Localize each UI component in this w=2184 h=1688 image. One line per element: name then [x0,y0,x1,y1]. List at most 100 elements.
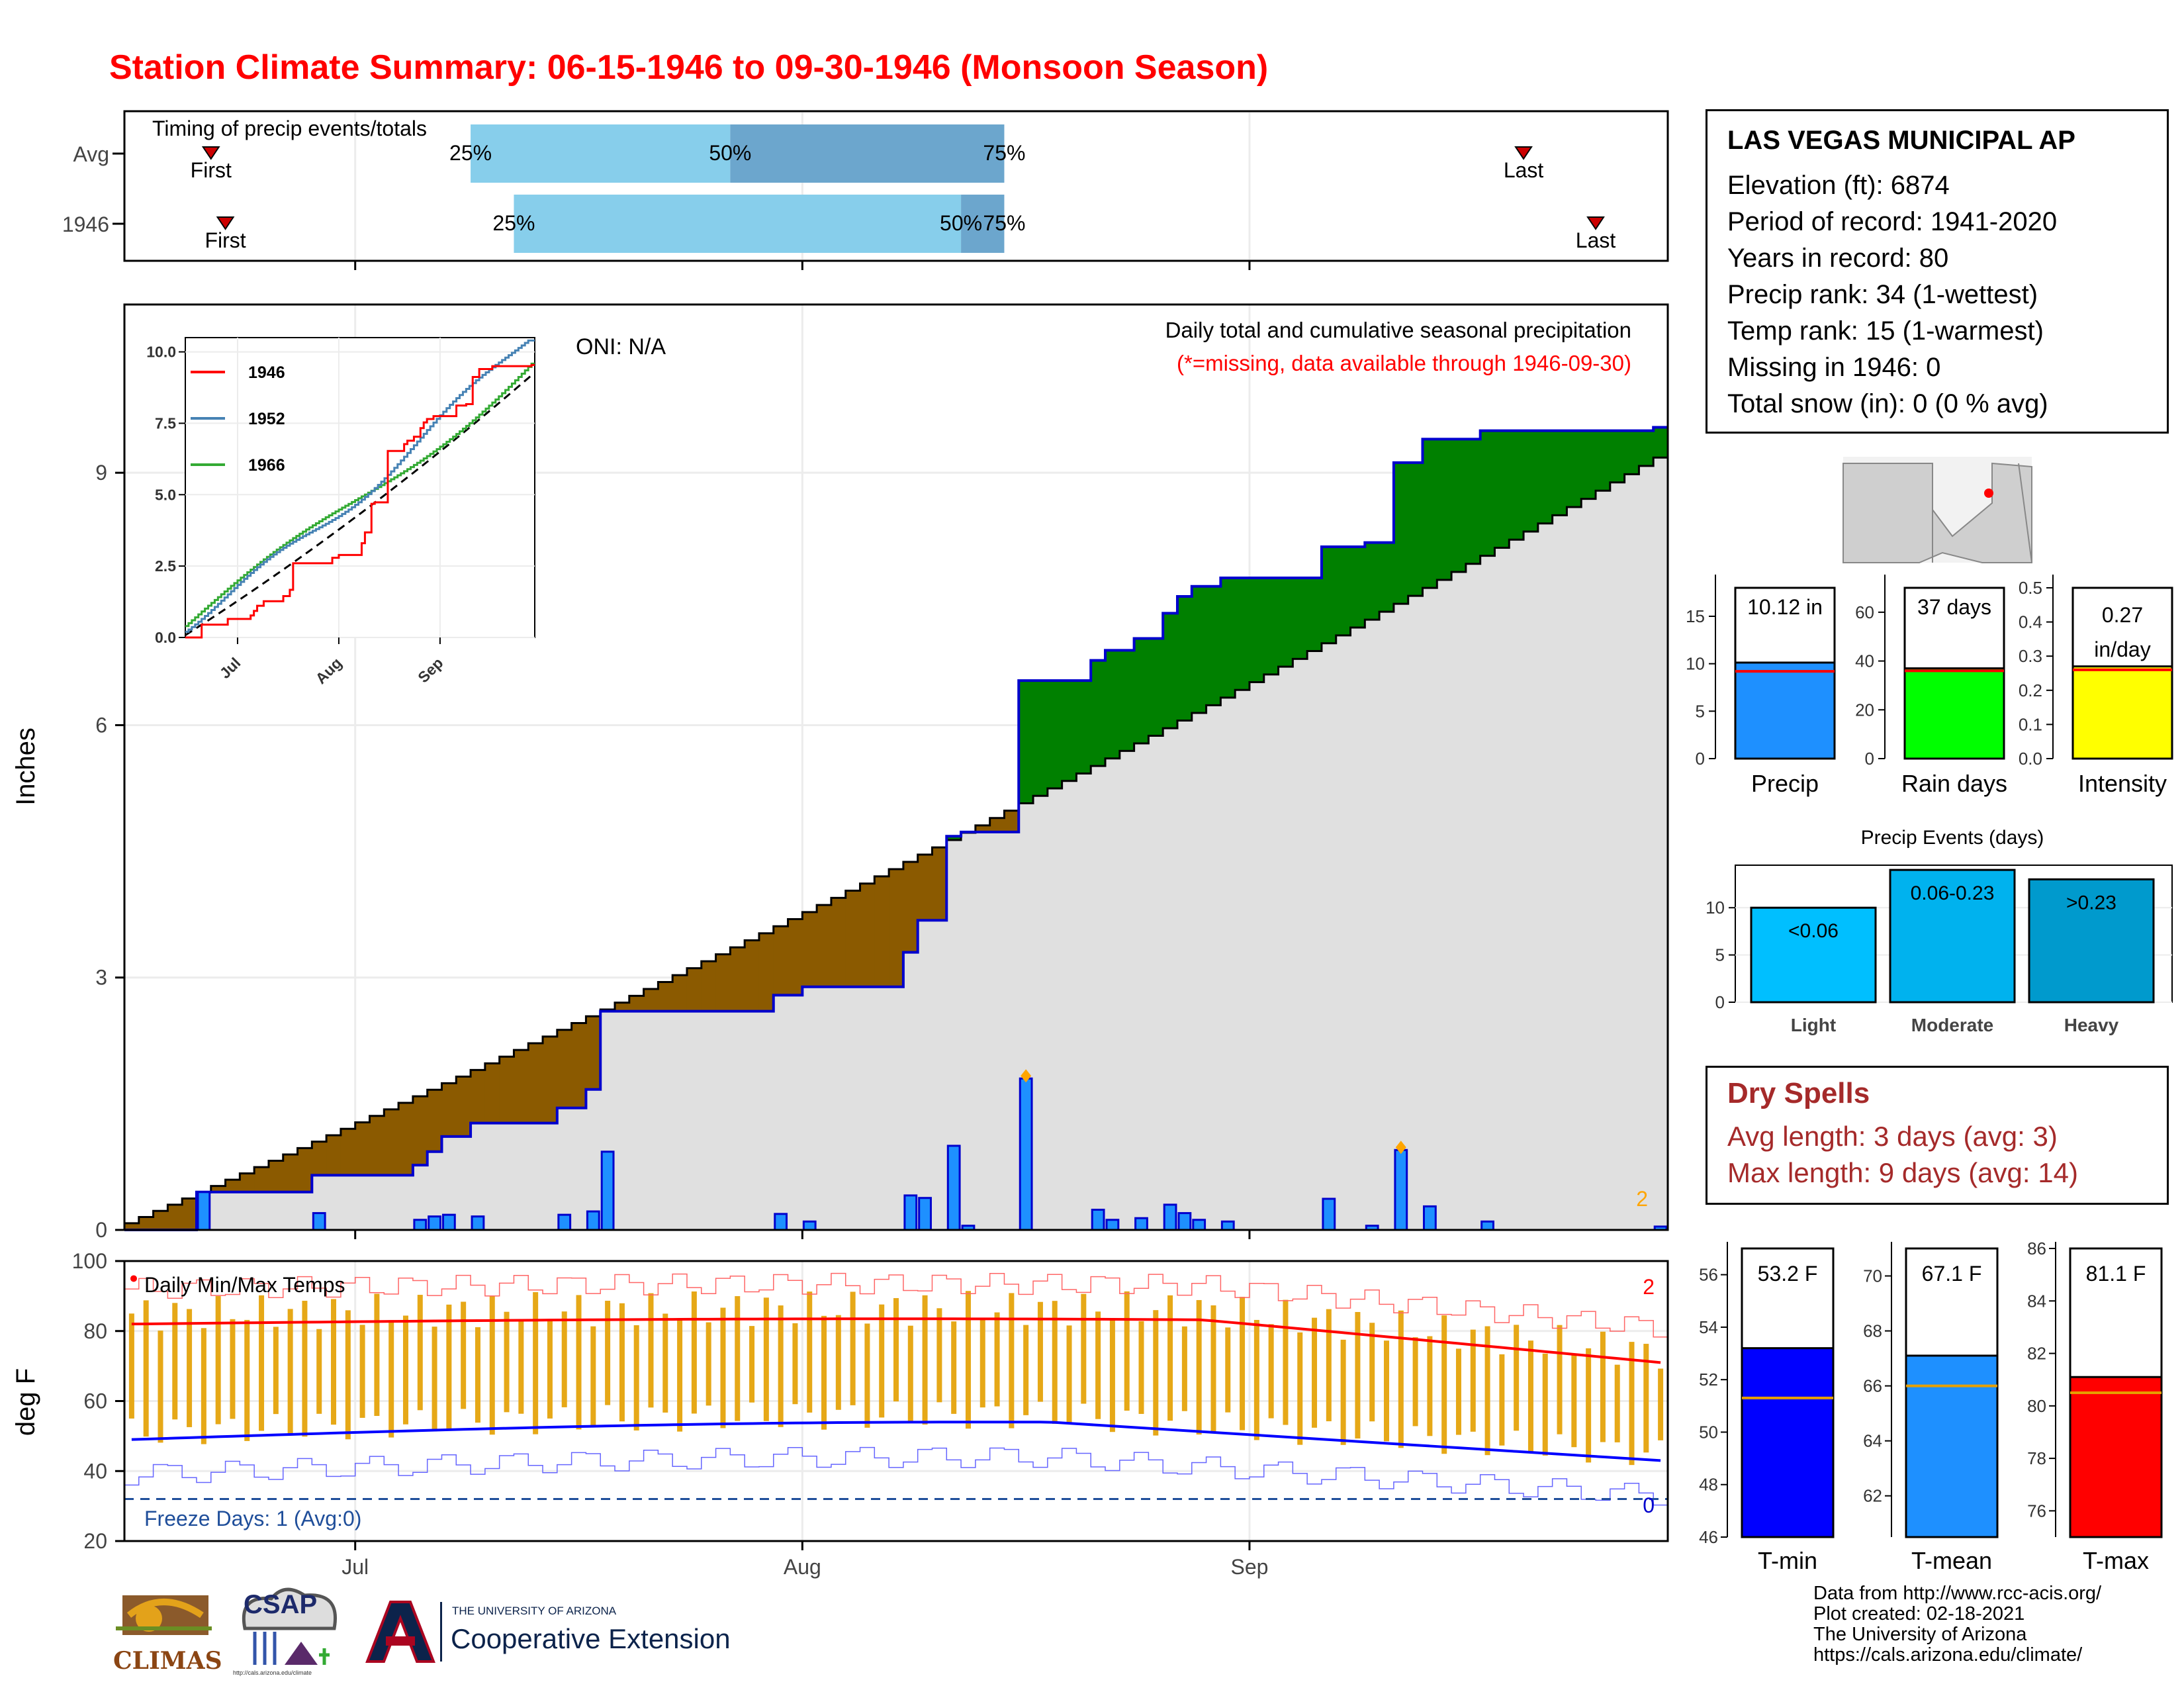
temp-y-tick-label: 60 [83,1389,107,1413]
temp-daily-bar [1052,1301,1058,1424]
timing-p50-label: 50% [940,211,982,235]
precip-deficit-fill [874,876,889,987]
temp-record-min-line [124,1446,1668,1506]
timing-last-label: Last [1576,228,1616,252]
temp-daily-bar [359,1325,365,1418]
timing-row-label: 1946 [62,212,109,236]
temp-daily-bar [1297,1332,1303,1445]
timing-first-label: First [191,158,232,182]
precip-surplus-fill [1191,586,1207,714]
precip-deficit-fill [917,855,933,921]
temp-bar-y-tick-label: 78 [2027,1448,2046,1468]
station-years: Years in record: 80 [1727,244,1949,273]
precip-y-tick-label: 9 [95,461,107,485]
temp-min-count: 0 [1643,1493,1655,1517]
precip-daily-bar [428,1215,441,1231]
credits: Data from http://www.rcc-acis.org/ Plot … [1813,1583,2101,1665]
temp-daily-bar [1326,1309,1332,1422]
timing-first-marker [201,146,220,160]
precip-surplus-fill [1610,430,1625,483]
precip-deficit-fill [456,1076,471,1137]
precip-deficit-fill [312,1141,327,1176]
temp-bar-value: 81.1 F [2086,1262,2146,1286]
inset-frame [185,337,535,638]
precip-deficit-fill [557,1029,572,1108]
timing-bar-50-75 [730,124,1005,183]
temp-daily-bar [316,1329,322,1414]
inset-legend-label: 1952 [248,410,285,428]
temp-daily-bar [489,1295,495,1435]
temp-daily-bar [158,1331,163,1443]
precip-daily-bar [557,1213,572,1231]
temp-daily-bar [979,1318,985,1408]
temp-daily-bar [1412,1337,1418,1427]
events-bar-range: <0.06 [1788,920,1839,942]
temp-daily-bar [792,1323,798,1405]
location-map [1843,457,2032,563]
temp-daily-bar [1210,1305,1216,1432]
inset-y-tick-label: 10.0 [146,344,176,361]
precip-surplus-fill [946,836,962,841]
inset-y-tick-label: 0.0 [155,629,176,646]
temp-daily-bar [374,1293,380,1416]
temp-daily-bar [1427,1336,1433,1436]
temp-daily-bar [331,1299,337,1425]
temp-daily-bar [518,1321,524,1414]
precip-daily-bar [1394,1149,1408,1231]
ua-logo-big-text: Cooperative Extension [451,1623,731,1654]
temp-daily-bar [576,1295,582,1430]
temp-daily-bar [605,1301,611,1405]
temp-daily-bar [172,1303,178,1420]
timing-last-label: Last [1504,158,1544,182]
precip-deficit-fill [138,1217,154,1230]
precip-surplus-fill [1163,613,1178,729]
precip-deficit-fill [297,1148,312,1192]
ua-logo-small-text: THE UNIVERSITY OF ARIZONA [452,1605,617,1617]
station-name: LAS VEGAS MUNICIPAL AP [1727,126,2075,155]
precip-surplus-fill [1119,650,1135,751]
x-axis-month-label: Sep [1230,1555,1268,1579]
precip-surplus-fill [1177,596,1193,721]
temp-daily-bar [1643,1344,1649,1453]
precip-daily-bar [1091,1208,1105,1231]
precip-surplus-fill [1033,680,1048,796]
temp-daily-bar [778,1305,784,1427]
events-bar [1889,868,2016,1004]
timing-p25-label: 25% [449,141,492,165]
precip-surplus-fill [1321,547,1337,643]
temp-y-axis-label: deg F [11,1368,40,1436]
precip-surplus-fill [1639,430,1654,466]
temp-bar-label: T-max [2083,1547,2149,1574]
inset-legend-label: 1966 [248,456,285,475]
precip-deficit-fill [427,1090,442,1152]
temp-daily-bar [1629,1342,1635,1466]
events-y-tick-label: 0 [1715,992,1725,1012]
temp-bar-y-tick-label: 82 [2027,1344,2046,1364]
precip-surplus-fill [1567,430,1582,508]
precip-cumulative-line [124,426,1668,1231]
temp-daily-bar [1181,1326,1187,1411]
temp-daily-bar [1557,1325,1563,1434]
precip-daily-bar [197,1191,211,1231]
temp-record-marker [130,1275,137,1282]
temp-daily-bar [821,1315,827,1430]
temp-daily-bar [533,1292,539,1434]
summary-y-tick-label: 0 [1696,749,1705,769]
timing-bar-25-50 [471,124,731,183]
timing-bar-50-75 [961,195,1005,253]
temp-bar-y-tick-label: 56 [1699,1265,1718,1285]
temp-daily-bar [446,1304,452,1431]
temp-daily-bar [388,1320,394,1438]
temp-daily-bar [561,1311,567,1407]
precip-daily-bar [903,1194,918,1231]
station-snow: Total snow (in): 0 (0 % avg) [1727,389,2048,418]
temp-bar-y-tick-label: 48 [1699,1475,1718,1495]
precip-deficit-fill [730,947,745,1011]
timing-p75-label: 75% [983,211,1025,235]
precip-deficit-fill [975,825,991,832]
temp-daily-bar [230,1319,236,1419]
temp-daily-bar [432,1327,437,1432]
precip-deficit-fill [989,818,1005,832]
timing-p75-label: 75% [983,141,1025,165]
